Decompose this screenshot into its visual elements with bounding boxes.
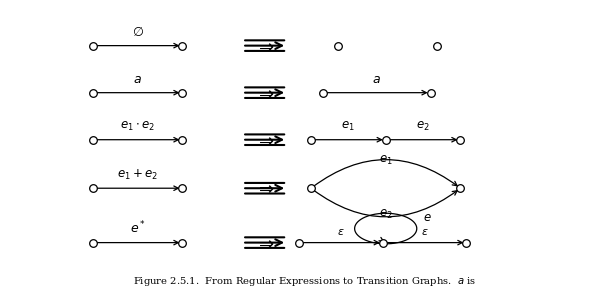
Text: $a$: $a$: [133, 73, 142, 86]
Text: $a$: $a$: [372, 73, 381, 86]
Text: $\varepsilon$: $\varepsilon$: [421, 227, 428, 237]
Text: $\varepsilon$: $\varepsilon$: [337, 227, 345, 237]
Text: Figure 2.5.1.  From Regular Expressions to Transition Graphs.  $a$ is: Figure 2.5.1. From Regular Expressions t…: [134, 275, 476, 288]
Text: $e_2$: $e_2$: [416, 120, 430, 133]
Text: $\Rightarrow$: $\Rightarrow$: [255, 179, 274, 197]
Text: $e_2$: $e_2$: [379, 208, 393, 221]
Text: $\Rightarrow$: $\Rightarrow$: [255, 37, 274, 55]
Text: $\emptyset$: $\emptyset$: [132, 25, 143, 39]
Text: $\Rightarrow$: $\Rightarrow$: [255, 131, 274, 149]
Text: $e_1 \cdot e_2$: $e_1 \cdot e_2$: [120, 120, 155, 133]
Text: $\Rightarrow$: $\Rightarrow$: [255, 84, 274, 102]
Text: $e_1$: $e_1$: [379, 154, 393, 167]
Text: $e^*$: $e^*$: [129, 220, 146, 236]
Text: $e_1$: $e_1$: [342, 120, 355, 133]
Text: $e_1 + e_2$: $e_1 + e_2$: [117, 168, 158, 182]
Text: $\Rightarrow$: $\Rightarrow$: [255, 234, 274, 252]
Text: $e$: $e$: [423, 211, 432, 224]
